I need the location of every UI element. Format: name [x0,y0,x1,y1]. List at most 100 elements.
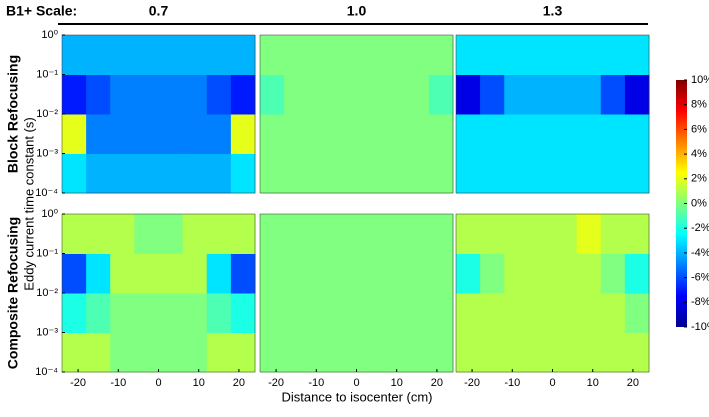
heat-cell [380,74,406,115]
x-tick-label: -10 [308,377,324,389]
y-tick-label: 10⁰ [41,29,58,41]
heat-cell [552,214,578,254]
heat-cell [428,153,454,194]
heat-cell [260,74,285,115]
heat-cell [456,214,481,254]
heat-cell [260,332,285,373]
heat-cell [260,114,285,154]
heat-cell [624,253,650,294]
heat-cell [480,35,505,75]
heat-cell [332,293,357,333]
heat-cell [284,214,309,254]
y-tick-label: 10⁻² [36,108,58,120]
colorbar-tick-label: -4% [691,247,709,259]
heat-cell [456,332,481,373]
heat-cell [600,293,626,333]
heat-cell [284,253,309,294]
heat-cell [552,332,578,373]
column-label: 0.7 [149,3,169,19]
heat-cell [230,153,256,194]
heat-cell [404,332,430,373]
heat-cell [230,114,256,154]
heat-cell [182,293,208,333]
heat-cell [308,74,333,115]
heat-cell [624,35,650,75]
heat-cell [62,74,87,115]
heat-cell [528,253,553,294]
heat-cell [356,74,382,115]
x-tick-label: -20 [268,377,284,389]
heat-cell [480,293,505,333]
heat-cell [528,332,553,373]
heat-cell [230,214,256,254]
heat-cell [404,114,430,154]
colorbar-tick-label: -10% [691,321,709,333]
heat-cell [182,214,208,254]
heat-cell [182,332,208,373]
heat-cell [110,332,135,373]
heat-cell [260,35,285,75]
column-header: B1+ Scale: [6,3,77,19]
heat-cell [332,114,357,154]
heat-cell [428,114,454,154]
heat-cell [504,114,529,154]
heat-cell [356,293,382,333]
heat-cell [206,35,232,75]
y-tick-label: 10⁻¹ [36,68,58,80]
x-tick-label: 10 [391,377,403,389]
heat-cell [62,253,87,294]
heat-cell [332,214,357,254]
heat-cell [86,332,111,373]
heat-cell [134,114,159,154]
heat-cell [158,35,184,75]
heat-cell [332,74,357,115]
heat-cell [576,153,602,194]
heat-cell [528,114,553,154]
heat-cell [528,214,553,254]
heat-cell [230,35,256,75]
heat-cell [182,74,208,115]
x-axis-label: Distance to isocenter (cm) [282,389,433,404]
heat-cell [158,214,184,254]
heat-cell [404,253,430,294]
heat-cell [284,332,309,373]
heat-cell [600,332,626,373]
heat-cell [110,74,135,115]
heat-cell [380,114,406,154]
heat-cell [134,74,159,115]
heat-cell [456,74,481,115]
heat-cell [428,293,454,333]
heat-cell [576,35,602,75]
heat-cell [404,293,430,333]
heat-cell [158,253,184,294]
x-tick-label: 20 [233,377,245,389]
heat-cell [552,153,578,194]
heat-cell [308,153,333,194]
heat-cell [110,114,135,154]
heat-cell [62,114,87,154]
colorbar-tick-label: 4% [691,148,707,160]
heat-cell [528,293,553,333]
y-tick-label: 10⁻¹ [36,247,58,259]
x-tick-label: -10 [110,377,126,389]
heat-cell [600,214,626,254]
heat-cell [356,35,382,75]
y-axis-label: Eddy current time constant (s) [21,117,36,290]
heat-cell [600,35,626,75]
heat-cell [504,74,529,115]
heat-cell [380,253,406,294]
heat-cell [230,332,256,373]
heat-cell [158,153,184,194]
heat-cell [456,114,481,154]
heat-cell [380,35,406,75]
heat-cell [134,153,159,194]
heat-cell [624,332,650,373]
heat-cell [332,253,357,294]
x-tick-label: 10 [193,377,205,389]
heat-cell [182,35,208,75]
heat-cell [110,253,135,294]
y-tick-label: 10⁻⁴ [35,366,58,378]
heat-cell [260,293,285,333]
heat-cell [576,332,602,373]
heat-cell [158,74,184,115]
